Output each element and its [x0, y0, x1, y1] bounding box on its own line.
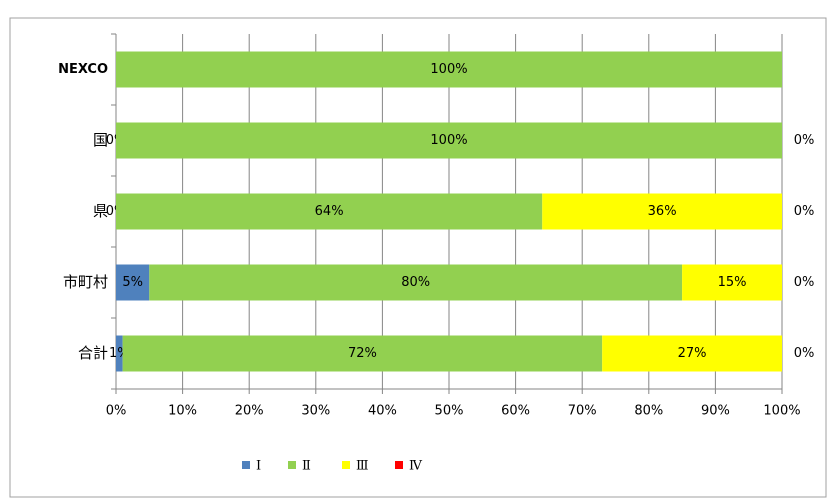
data-label: 27%: [678, 346, 707, 361]
bar-segment: [116, 51, 782, 88]
bar-segment: [682, 264, 782, 301]
legend-label: Ⅲ: [356, 459, 369, 474]
bar-segment: [122, 335, 603, 372]
x-tick-label: 80%: [634, 404, 663, 419]
y-tick-label: 県: [93, 202, 108, 220]
x-tick-label: 20%: [235, 404, 264, 419]
legend-label: Ⅳ: [409, 459, 423, 474]
bar-segment: [542, 193, 782, 230]
x-tick-label: 10%: [168, 404, 197, 419]
data-label: 0%: [794, 133, 815, 148]
x-tick-label: 30%: [301, 404, 330, 419]
legend-swatch: [242, 461, 250, 469]
bar-segment: [116, 122, 782, 159]
data-label: 100%: [430, 133, 467, 148]
y-tick-label: 市町村: [63, 273, 108, 291]
x-tick-label: 50%: [435, 404, 464, 419]
x-tick-label: 0%: [106, 404, 127, 419]
chart-border: [9, 17, 827, 498]
data-label: 64%: [315, 204, 344, 219]
x-tick-label: 90%: [701, 404, 730, 419]
y-tick-label: NEXCO: [58, 62, 108, 77]
data-label: 0%: [794, 275, 815, 290]
data-label: 80%: [401, 275, 430, 290]
data-label: 0%: [794, 346, 815, 361]
legend-label: Ⅱ: [302, 459, 311, 474]
legend-swatch: [288, 461, 296, 469]
bar-segment: [602, 335, 782, 372]
x-tick-label: 70%: [568, 404, 597, 419]
bar-segment: [116, 193, 543, 230]
legend-swatch: [342, 461, 350, 469]
data-label: 36%: [648, 204, 677, 219]
data-label: 5%: [122, 275, 143, 290]
legend-swatch: [395, 461, 403, 469]
data-label: 15%: [718, 275, 747, 290]
y-tick-label: 合計: [78, 344, 108, 362]
bar-segment: [116, 264, 150, 301]
legend-label: Ⅰ: [256, 459, 261, 474]
data-label: 100%: [430, 62, 467, 77]
bar-segment: [149, 264, 683, 301]
x-tick-label: 100%: [763, 404, 800, 419]
data-label: 72%: [348, 346, 377, 361]
x-tick-label: 60%: [501, 404, 530, 419]
bar-segment: [116, 335, 123, 372]
data-label: 0%: [794, 204, 815, 219]
x-tick-label: 40%: [368, 404, 397, 419]
y-tick-label: 国: [93, 131, 108, 149]
